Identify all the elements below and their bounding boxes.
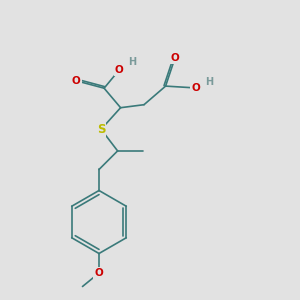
- Text: O: O: [170, 53, 179, 63]
- Text: S: S: [97, 123, 105, 136]
- Text: O: O: [94, 268, 103, 278]
- Text: O: O: [191, 82, 200, 93]
- Text: O: O: [72, 76, 81, 86]
- Text: O: O: [115, 65, 124, 75]
- Text: H: H: [205, 76, 213, 87]
- Text: H: H: [128, 57, 136, 67]
